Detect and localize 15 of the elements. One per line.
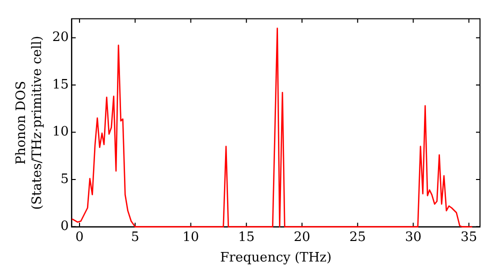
y-tick-label: 20 (52, 30, 69, 46)
x-tick-label: 5 (131, 230, 140, 245)
x-tick-label: 30 (404, 230, 422, 245)
x-tick-label: 25 (349, 230, 366, 245)
x-tick-label: 10 (182, 230, 200, 245)
y-axis-title: Phonon DOS (States/THz·primitive cell) (14, 36, 45, 210)
y-tick-label: 0 (60, 219, 69, 234)
x-tick-label: 0 (75, 230, 84, 245)
x-tick-label: 35 (460, 230, 478, 245)
x-tick-label: 20 (294, 230, 310, 245)
y-tick-label: 5 (60, 172, 69, 187)
x-tick-label: 15 (238, 230, 255, 245)
x-axis-title: Frequency (THz) (220, 250, 332, 266)
y-tick-label: 10 (52, 124, 69, 140)
y-tick-label: 15 (52, 77, 69, 92)
